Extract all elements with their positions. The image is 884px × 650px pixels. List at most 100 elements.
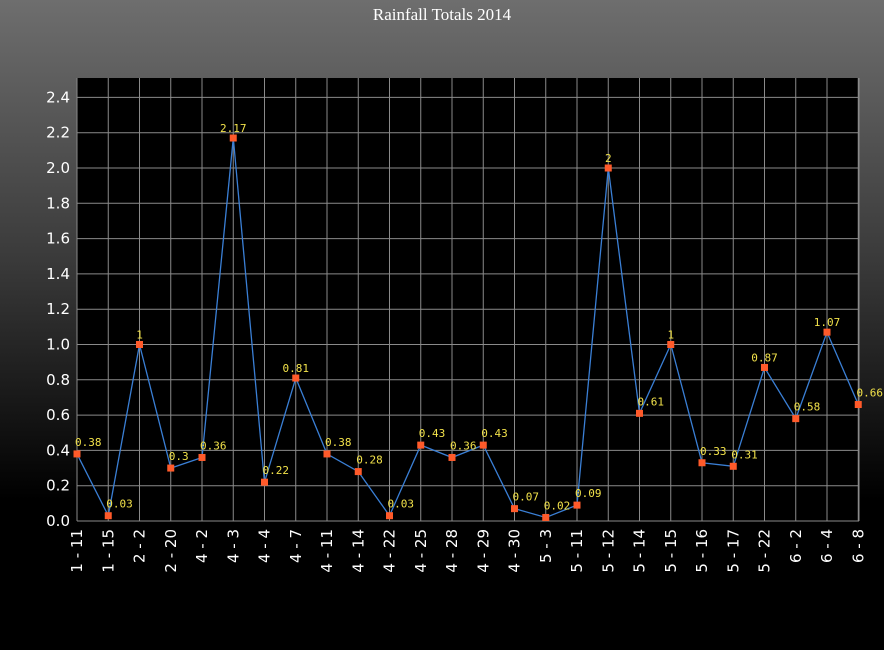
grid [76, 78, 860, 522]
plot-area [77, 78, 859, 521]
x-tick-label: 1 - 11 [68, 529, 86, 573]
x-tick-label: 5 - 11 [568, 529, 586, 573]
data-point [167, 464, 175, 472]
x-tick-label: 2 - 20 [162, 529, 180, 573]
data-label: 0.87 [751, 351, 778, 364]
data-point [604, 164, 612, 172]
x-tick-label: 6 - 8 [849, 529, 867, 563]
data-label: 1 [667, 329, 674, 342]
data-label: 0.07 [513, 491, 540, 504]
y-tick-label: 2.0 [46, 159, 70, 177]
data-label: 1 [136, 329, 143, 342]
data-point [636, 409, 643, 417]
data-point [136, 341, 143, 349]
x-tick-label: 5 - 12 [599, 529, 617, 573]
data-label: 0.3 [169, 450, 189, 463]
x-tick-label: 2 - 2 [131, 529, 149, 563]
x-tick-label: 4 - 11 [318, 529, 336, 573]
data-label: 0.31 [731, 448, 758, 461]
x-tick-label: 4 - 22 [381, 529, 399, 573]
data-label: 0.38 [325, 436, 352, 449]
y-tick-label: 0.6 [46, 406, 70, 424]
data-label: 0.22 [263, 464, 290, 477]
data-point [729, 462, 737, 470]
data-label: 0.66 [857, 387, 884, 400]
y-tick-label: 2.2 [46, 124, 70, 142]
data-point [354, 468, 362, 476]
data-point [761, 363, 768, 371]
x-tick-label: 4 - 30 [506, 529, 524, 573]
data-point [573, 501, 581, 509]
y-tick-label: 2.4 [46, 88, 70, 106]
data-point [511, 505, 518, 513]
data-point [73, 450, 81, 458]
data-label: 0.43 [419, 427, 446, 440]
data-point [261, 478, 268, 486]
x-tick-label: 5 - 3 [537, 529, 555, 563]
data-point [792, 415, 800, 423]
x-tick-label: 4 - 28 [443, 529, 461, 573]
data-labels: 0.38 0.03 1 0.3 0.36 2.17 0.22 0.81 0.38 0.28 0.03… [75, 122, 883, 512]
data-label: 0.38 [75, 436, 102, 449]
chart-title: Rainfall Totals 2014 [373, 5, 512, 24]
data-label: 2 [605, 152, 612, 165]
data-point [448, 453, 456, 461]
data-label: 0.61 [638, 395, 665, 408]
data-point [292, 374, 300, 382]
data-point [698, 459, 706, 467]
data-label: 0.03 [106, 498, 133, 511]
x-tick-label: 5 - 14 [631, 529, 649, 573]
data-point [823, 328, 831, 336]
data-label: 0.43 [481, 427, 508, 440]
y-tick-label: 1.4 [46, 265, 70, 283]
x-tick-label: 1 - 15 [99, 529, 117, 573]
data-label: 0.03 [388, 498, 415, 511]
x-tick-label: 4 - 2 [193, 529, 211, 563]
y-tick-label: 0.8 [46, 371, 70, 389]
data-point [479, 441, 487, 449]
data-label: 2.17 [220, 122, 247, 135]
x-axis: 1 - 11 1 - 15 2 - 2 2 - 20 4 - 2 4 - 3 4 - 4 4 … [68, 529, 867, 573]
y-tick-label: 1.2 [46, 300, 70, 318]
x-tick-label: 4 - 3 [224, 529, 242, 563]
y-tick-label: 1.6 [46, 230, 70, 248]
data-label: 0.36 [450, 439, 477, 452]
x-tick-label: 4 - 4 [256, 529, 274, 563]
x-tick-label: 5 - 16 [693, 529, 711, 573]
data-label: 0.02 [544, 499, 571, 512]
data-point [386, 512, 393, 520]
y-tick-label: 1.0 [46, 336, 70, 354]
data-point [854, 401, 862, 409]
y-tick-label: 1.8 [46, 194, 70, 212]
x-tick-label: 4 - 25 [412, 529, 430, 573]
data-label: 0.58 [794, 401, 821, 414]
y-tick-label: 0.0 [46, 512, 70, 530]
data-label: 0.09 [575, 487, 602, 500]
data-point [198, 453, 206, 461]
x-tick-label: 6 - 4 [818, 529, 836, 563]
y-tick-label: 0.2 [46, 477, 70, 495]
data-point [417, 441, 425, 449]
data-label: 0.36 [200, 439, 227, 452]
x-tick-label: 5 - 17 [724, 529, 742, 573]
data-label: 1.07 [814, 316, 841, 329]
x-tick-label: 5 - 22 [756, 529, 774, 573]
x-tick-label: 5 - 15 [662, 529, 680, 573]
data-label: 0.33 [700, 445, 727, 458]
series-line [76, 137, 859, 519]
y-tick-label: 0.4 [46, 441, 70, 459]
x-tick-label: 6 - 2 [787, 529, 805, 563]
data-point [104, 512, 112, 520]
x-tick-label: 4 - 29 [474, 529, 492, 573]
data-point [323, 450, 331, 458]
data-point [229, 134, 237, 142]
data-point [542, 513, 550, 521]
data-markers [73, 134, 862, 521]
x-tick-label: 4 - 14 [349, 529, 367, 573]
data-label: 0.28 [356, 454, 383, 467]
data-label: 0.81 [283, 362, 310, 375]
data-point [667, 341, 675, 349]
y-axis: 0.0 0.2 0.4 0.6 0.8 1.0 1.2 1.4 1.6 1.8 2.0 2.2 2.4 [46, 88, 70, 530]
x-tick-label: 4 - 7 [287, 529, 305, 563]
